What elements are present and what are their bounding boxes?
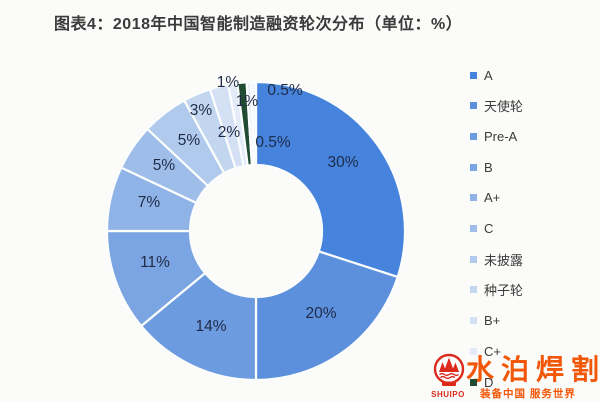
pie-label-11: 0.5% <box>267 82 303 99</box>
legend-item-2: Pre-A <box>470 128 518 144</box>
pie-label-5: 5% <box>153 157 176 174</box>
chart-title: 图表4：2018年中国智能制造融资轮次分布（单位：%） <box>54 16 463 33</box>
pie-slice-0 <box>254 80 407 279</box>
legend-label: 未披露 <box>484 252 524 268</box>
legend-swatch-icon <box>470 286 477 294</box>
legend-swatch-icon <box>470 225 477 232</box>
legend-label: C <box>484 221 494 236</box>
pie-label-2: 14% <box>195 318 226 335</box>
legend-label: 种子轮 <box>484 283 524 299</box>
watermark: SHUIPO 水泊焊割 装备中国 服务世界 <box>428 348 600 401</box>
pie-label-0: 30% <box>327 154 358 171</box>
legend-label: C+ <box>484 343 501 359</box>
legend-label: 天使轮 <box>484 99 524 115</box>
legend-swatch-icon <box>470 255 477 263</box>
legend-item-6: 未披露 <box>470 252 524 268</box>
legend-item-0: A <box>470 67 493 83</box>
legend-item-8: B+ <box>470 313 501 329</box>
legend-item-7: 种子轮 <box>470 283 524 299</box>
legend-label: Pre-A <box>484 128 518 144</box>
legend-swatch-icon <box>470 132 477 140</box>
pie-label-8: 2% <box>218 124 241 141</box>
pie-slice-12 <box>250 80 258 167</box>
shuipo-logo-icon <box>433 353 465 386</box>
pie-label-6: 5% <box>178 132 201 149</box>
watermark-brand: 水泊焊割 <box>466 354 600 385</box>
pie-label-7: 3% <box>190 102 213 119</box>
legend-swatch-icon <box>470 163 477 171</box>
legend-item-4: A+ <box>470 190 501 206</box>
legend-label: B+ <box>484 313 501 329</box>
legend-swatch-icon <box>470 102 477 110</box>
legend-swatch-icon <box>470 317 477 325</box>
legend-swatch-icon <box>470 194 477 202</box>
pie-label-12: 0.5% <box>255 134 291 151</box>
legend-swatch-icon <box>470 71 477 79</box>
legend-label: A+ <box>484 190 501 206</box>
watermark-slogan: 装备中国 服务世界 <box>480 388 576 400</box>
legend-item-9: C+ <box>470 343 501 359</box>
legend-item-5: C <box>470 221 494 236</box>
pie-label-4: 7% <box>138 194 161 211</box>
pie-label-1: 20% <box>305 305 336 322</box>
legend-item-3: B <box>470 159 493 175</box>
chart-legend: A 天使轮 Pre-A B A+ C 未披露种子轮 B+ C+ D <box>470 0 600 401</box>
legend-swatch-icon <box>470 378 477 386</box>
legend-label: D <box>484 374 494 390</box>
legend-label: B <box>484 159 493 175</box>
pie-label-9: 1% <box>217 74 240 91</box>
legend-item-10: D <box>470 374 494 390</box>
pie-label-3: 11% <box>140 254 170 271</box>
legend-swatch-icon <box>470 347 477 355</box>
pie-slice-1 <box>254 250 400 382</box>
pie-label-10: 1% <box>236 93 259 110</box>
legend-label: A <box>484 67 493 83</box>
watermark-logo-text: SHUIPO <box>431 390 465 399</box>
legend-item-1: 天使轮 <box>470 99 524 115</box>
